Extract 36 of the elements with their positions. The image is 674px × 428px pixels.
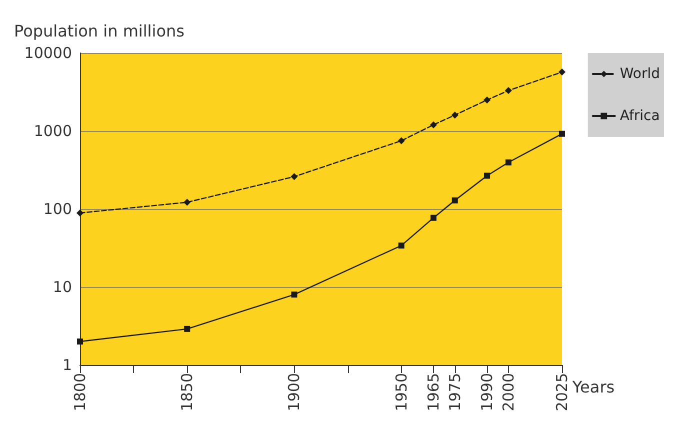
point: [558, 68, 566, 76]
point: [484, 96, 491, 104]
x-tick-label: 1950: [392, 373, 410, 412]
point: [291, 292, 298, 298]
y-tick-label: 1: [62, 356, 72, 374]
point: [430, 214, 436, 221]
x-tick-label: 1800: [71, 373, 89, 412]
point: [184, 198, 191, 206]
x-tick-label: 1965: [424, 373, 442, 412]
point: [504, 87, 512, 94]
x-axis-title: Years: [571, 378, 615, 396]
point: [184, 326, 190, 332]
point: [76, 209, 84, 216]
point: [451, 112, 458, 119]
y-tick-label: 10: [52, 278, 72, 296]
point: [559, 130, 565, 137]
legend-label: Africa: [620, 108, 660, 124]
x-tick-label: 1990: [478, 373, 496, 412]
point: [452, 197, 458, 204]
y-tick-label: 100: [43, 200, 72, 218]
y-tick-label: 1000: [34, 122, 72, 140]
x-tick-label: 2025: [553, 373, 571, 412]
legend-label: World: [620, 66, 660, 82]
point: [290, 173, 298, 180]
x-tick-label: 1975: [446, 373, 464, 412]
point: [430, 121, 437, 128]
point: [505, 159, 512, 166]
x-tick-label: 1900: [285, 373, 304, 412]
y-axis-title: Population in millions: [14, 22, 184, 40]
x-tick-label: 2000: [499, 373, 518, 412]
point: [484, 172, 490, 179]
point: [77, 338, 83, 345]
point: [398, 242, 404, 249]
x-tick-label: 1850: [178, 373, 196, 412]
y-tick-label: 10000: [24, 44, 72, 62]
point: [398, 137, 405, 144]
